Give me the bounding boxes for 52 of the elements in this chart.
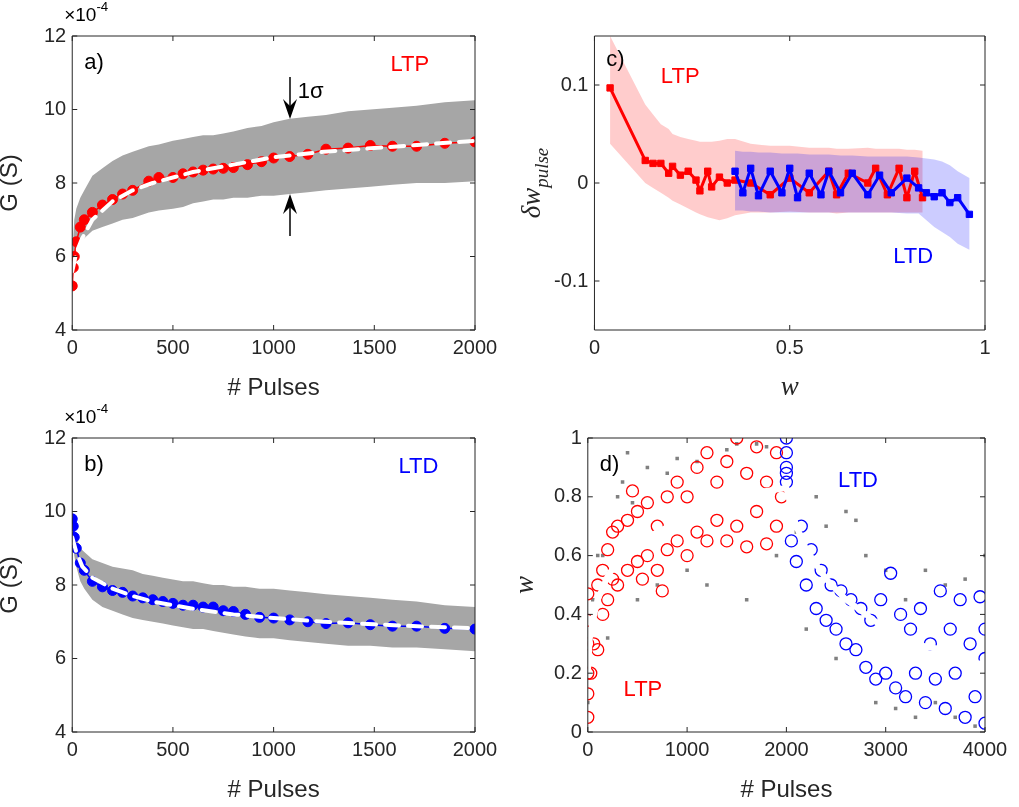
- y-tick-label: 4: [55, 317, 67, 340]
- y-tick-label: 0.2: [553, 660, 582, 683]
- annotation: LTP: [623, 675, 663, 701]
- annotation: LTP: [660, 63, 700, 89]
- x-tick-label: 2000: [452, 737, 498, 760]
- y-tick-label: 8: [55, 170, 67, 193]
- y-tick-label: 4: [55, 719, 67, 742]
- y-axis-title: G (S): [0, 556, 22, 614]
- x-axis-title: # Pulses: [227, 372, 320, 400]
- annotation: LTD: [838, 467, 878, 493]
- y-tick-label: 0.8: [553, 484, 582, 507]
- x-tick-label: 4000: [962, 737, 1008, 760]
- y-axis-title: G (S): [0, 154, 22, 212]
- annotation: LTD: [398, 453, 439, 479]
- y-tick-label: -0.1: [553, 268, 589, 291]
- y-tick-label: 0.4: [553, 601, 582, 624]
- annotation: 1σ: [297, 77, 325, 103]
- x-axis-title: # Pulses: [227, 774, 320, 802]
- y-tick-label: 10: [44, 499, 67, 522]
- x-tick-label: 1500: [352, 737, 397, 760]
- x-tick-label: 1500: [352, 335, 397, 358]
- annotation: b): [84, 450, 104, 476]
- annotation: d): [599, 450, 620, 476]
- y-tick-label: 12: [44, 425, 67, 448]
- x-tick-label: 1000: [251, 335, 296, 358]
- y-tick-label: 6: [55, 646, 67, 669]
- annotation: LTP: [390, 51, 430, 77]
- y-tick-label: 12: [44, 23, 67, 46]
- y-tick-label: 1: [570, 425, 582, 448]
- y-tick-label: 0.6: [553, 543, 582, 566]
- x-axis-title: # Pulses: [740, 774, 833, 802]
- annotation: c): [606, 45, 625, 71]
- x-tick-label: 3000: [863, 737, 908, 760]
- x-tick-label: 1000: [251, 737, 296, 760]
- y-tick-label: 0: [577, 170, 589, 193]
- x-tick-label: 2000: [764, 737, 809, 760]
- x-tick-label: 1000: [664, 737, 710, 760]
- y-tick-label: 10: [44, 97, 67, 120]
- y-tick-label: 0.1: [560, 72, 589, 95]
- annotation: a): [84, 48, 104, 74]
- x-tick-label: 1: [979, 335, 991, 358]
- x-axis-title: w: [780, 371, 799, 402]
- x-tick-label: 2000: [452, 335, 498, 358]
- x-tick-label: 0.5: [775, 335, 804, 358]
- annotation: LTD: [893, 242, 934, 268]
- y-axis-title: w: [508, 575, 539, 594]
- y-tick-label: 0: [570, 719, 582, 742]
- x-tick-label: 500: [156, 737, 190, 760]
- y-axis-title: δwpulse: [515, 147, 553, 219]
- y-tick-label: 8: [55, 572, 67, 595]
- x-tick-label: 500: [156, 335, 190, 358]
- y-tick-label: 6: [55, 244, 67, 267]
